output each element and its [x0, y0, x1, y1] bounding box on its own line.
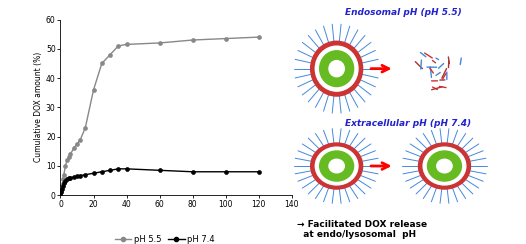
Circle shape [329, 61, 345, 77]
Circle shape [311, 143, 362, 189]
Text: Extracellular pH (pH 7.4): Extracellular pH (pH 7.4) [345, 120, 471, 128]
Circle shape [423, 147, 466, 185]
Circle shape [315, 147, 358, 185]
Circle shape [329, 159, 345, 173]
Circle shape [320, 151, 353, 181]
Circle shape [315, 46, 358, 91]
Text: → Facilitated DOX release
  at endo/lysosomal  pH: → Facilitated DOX release at endo/lysoso… [297, 220, 427, 239]
Y-axis label: Cumulative DOX amount (%): Cumulative DOX amount (%) [34, 52, 43, 163]
Circle shape [419, 143, 470, 189]
Circle shape [437, 159, 452, 173]
Circle shape [320, 51, 353, 87]
Text: Endosomal pH (pH 5.5): Endosomal pH (pH 5.5) [345, 8, 461, 17]
Circle shape [428, 151, 461, 181]
Circle shape [311, 41, 362, 96]
Legend: pH 5.5, pH 7.4: pH 5.5, pH 7.4 [111, 232, 218, 244]
